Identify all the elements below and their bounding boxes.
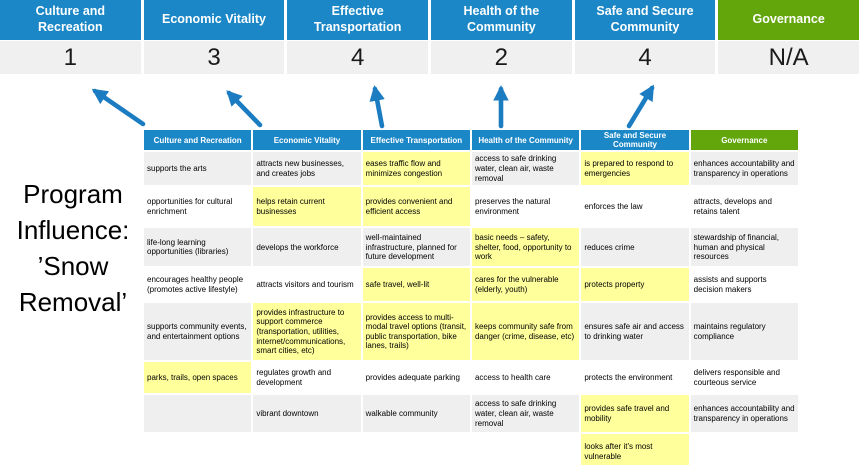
matrix-cell: supports community events, and entertain… xyxy=(144,303,252,361)
matrix-cell-highlighted: provides infrastructure to support comme… xyxy=(253,303,361,361)
scoreboard-header-governance: Governance xyxy=(718,0,859,40)
matrix-cell-highlighted: safe travel, well-lit xyxy=(362,268,470,302)
matrix-row: encourages healthy people (promotes acti… xyxy=(144,268,798,302)
up-arrow-icon xyxy=(91,88,146,127)
scoreboard-header-economic-vitality: Economic Vitality xyxy=(143,0,285,40)
matrix-cell: vibrant downtown xyxy=(253,395,361,433)
matrix-cell-highlighted: provides access to multi-modal travel op… xyxy=(362,303,470,361)
matrix-cell: well-maintained infrastructure, planned … xyxy=(362,228,470,267)
matrix-cell-highlighted: eases traffic flow and minimizes congest… xyxy=(362,152,470,186)
matrix-row: supports community events, and entertain… xyxy=(144,303,798,361)
matrix-cell: ensures safe air and access to drinking … xyxy=(581,303,689,361)
matrix-cell-highlighted: basic needs – safety, shelter, food, opp… xyxy=(471,228,580,267)
matrix-row: opportunities for cultural enrichment hel… xyxy=(144,187,798,227)
matrix-cell: enhances accountability and transparency… xyxy=(690,395,798,433)
matrix-cell: assists and supports decision makers xyxy=(690,268,798,302)
matrix-cell: access to safe drinking water, clean air… xyxy=(471,395,580,433)
matrix-cell xyxy=(471,434,580,465)
matrix-row: life-long learning opportunities (librar… xyxy=(144,228,798,267)
matrix-cell: access to safe drinking water, clean air… xyxy=(471,152,580,186)
scoreboard-header-safe-and-secure-community: Safe and Secure Community xyxy=(574,0,716,40)
matrix-cell: delivers responsible and courteous servi… xyxy=(690,362,798,394)
matrix-cell: maintains regulatory compliance xyxy=(690,303,798,361)
influence-arrows xyxy=(91,84,655,129)
matrix-cell: supports the arts xyxy=(144,152,252,186)
matrix-row: vibrant downtown walkable community access… xyxy=(144,395,798,433)
matrix-cell-highlighted: cares for the vulnerable (elderly, youth… xyxy=(471,268,580,302)
scoreboard-header-health-of-the-community: Health of the Community xyxy=(431,0,572,40)
scoreboard-score-culture-and-recreation: 1 xyxy=(0,41,141,74)
scoreboard-score-health-of-the-community: 2 xyxy=(431,41,572,74)
matrix-row: looks after it's most vulnerable xyxy=(144,434,798,465)
title-line: Program xyxy=(23,179,123,209)
matrix-cell: attracts new businesses, and creates job… xyxy=(253,152,361,186)
matrix-cell xyxy=(362,434,470,465)
matrix-cell: protects the environment xyxy=(581,362,689,394)
matrix-header-health-of-the-community: Health of the Community xyxy=(471,130,580,151)
scoreboard-score-safe-and-secure-community: 4 xyxy=(574,41,716,74)
matrix-cell: reduces crime xyxy=(581,228,689,267)
matrix-cell-highlighted: provides safe travel and mobility xyxy=(581,395,689,433)
scoreboard-column-governance: Governance N/A xyxy=(718,0,859,74)
matrix-header-culture-and-recreation: Culture and Recreation xyxy=(144,130,252,151)
matrix-cell: opportunities for cultural enrichment xyxy=(144,187,252,227)
title-line: ’Snow xyxy=(37,251,109,281)
matrix-cell: stewardship of financial, human and phys… xyxy=(690,228,798,267)
matrix-cell: encourages healthy people (promotes acti… xyxy=(144,268,252,302)
scoreboard-column-safe: Safe and Secure Community 4 xyxy=(574,0,716,74)
matrix-header-governance: Governance xyxy=(690,130,798,151)
matrix-cell: enhances accountability and transparency… xyxy=(690,152,798,186)
up-arrow-icon xyxy=(626,84,655,129)
matrix-header-economic-vitality: Economic Vitality xyxy=(253,130,361,151)
scoreboard-column-health: Health of the Community 2 xyxy=(431,0,572,74)
matrix-cell: life-long learning opportunities (librar… xyxy=(144,228,252,267)
matrix-cell: walkable community xyxy=(362,395,470,433)
matrix-cell: preserves the natural environment xyxy=(471,187,580,227)
scoreboard-column-economic: Economic Vitality 3 xyxy=(143,0,285,74)
matrix-cell xyxy=(253,434,361,465)
matrix-header-row: Culture and Recreation Economic Vitality E… xyxy=(144,130,798,151)
matrix-cell xyxy=(690,434,798,465)
scoreboard-header-culture-and-recreation: Culture and Recreation xyxy=(0,0,141,40)
matrix-cell: access to health care xyxy=(471,362,580,394)
title-line: Influence: xyxy=(16,215,130,245)
matrix-cell-highlighted: keeps community safe from danger (crime,… xyxy=(471,303,580,361)
program-influence-title: Program Influence: ’Snow Removal’ xyxy=(0,176,146,320)
matrix-header-safe-and-secure-community: Safe and Secure Community xyxy=(581,130,689,151)
matrix-cell: enforces the law xyxy=(581,187,689,227)
matrix-cell-highlighted: is prepared to respond to emergencies xyxy=(581,152,689,186)
matrix-cell: regulates growth and development xyxy=(253,362,361,394)
scoreboard: Culture and Recreation 1 Economic Vitali… xyxy=(0,0,859,74)
matrix-cell-highlighted: protects property xyxy=(581,268,689,302)
scoreboard-column-transportation: Effective Transportation 4 xyxy=(287,0,428,74)
matrix-cell xyxy=(144,395,252,433)
matrix-cell-highlighted: helps retain current businesses xyxy=(253,187,361,227)
scoreboard-header-effective-transportation: Effective Transportation xyxy=(287,0,428,40)
matrix-header-effective-transportation: Effective Transportation xyxy=(362,130,470,151)
matrix-cell xyxy=(144,434,252,465)
matrix-cell: attracts, develops and retains talent xyxy=(690,187,798,227)
scoreboard-score-effective-transportation: 4 xyxy=(287,41,428,74)
matrix-cell-highlighted: looks after it's most vulnerable xyxy=(581,434,689,465)
up-arrow-icon xyxy=(226,90,263,128)
scoreboard-column-culture: Culture and Recreation 1 xyxy=(0,0,141,74)
scoreboard-score-governance: N/A xyxy=(718,41,859,74)
matrix-cell-highlighted: parks, trails, open spaces xyxy=(144,362,252,394)
matrix-cell: provides adequate parking xyxy=(362,362,470,394)
matrix-cell: attracts visitors and tourism xyxy=(253,268,361,302)
title-line: Removal’ xyxy=(18,287,128,317)
up-arrow-icon xyxy=(369,85,385,129)
matrix-row: parks, trails, open spaces regulates grow… xyxy=(144,362,798,394)
influence-matrix: Culture and Recreation Economic Vitality E… xyxy=(142,128,800,465)
matrix-cell: develops the workforce xyxy=(253,228,361,267)
matrix-row: supports the arts attracts new businesses… xyxy=(144,152,798,186)
matrix-cell-highlighted: provides convenient and efficient access xyxy=(362,187,470,227)
scoreboard-score-economic-vitality: 3 xyxy=(143,41,285,74)
